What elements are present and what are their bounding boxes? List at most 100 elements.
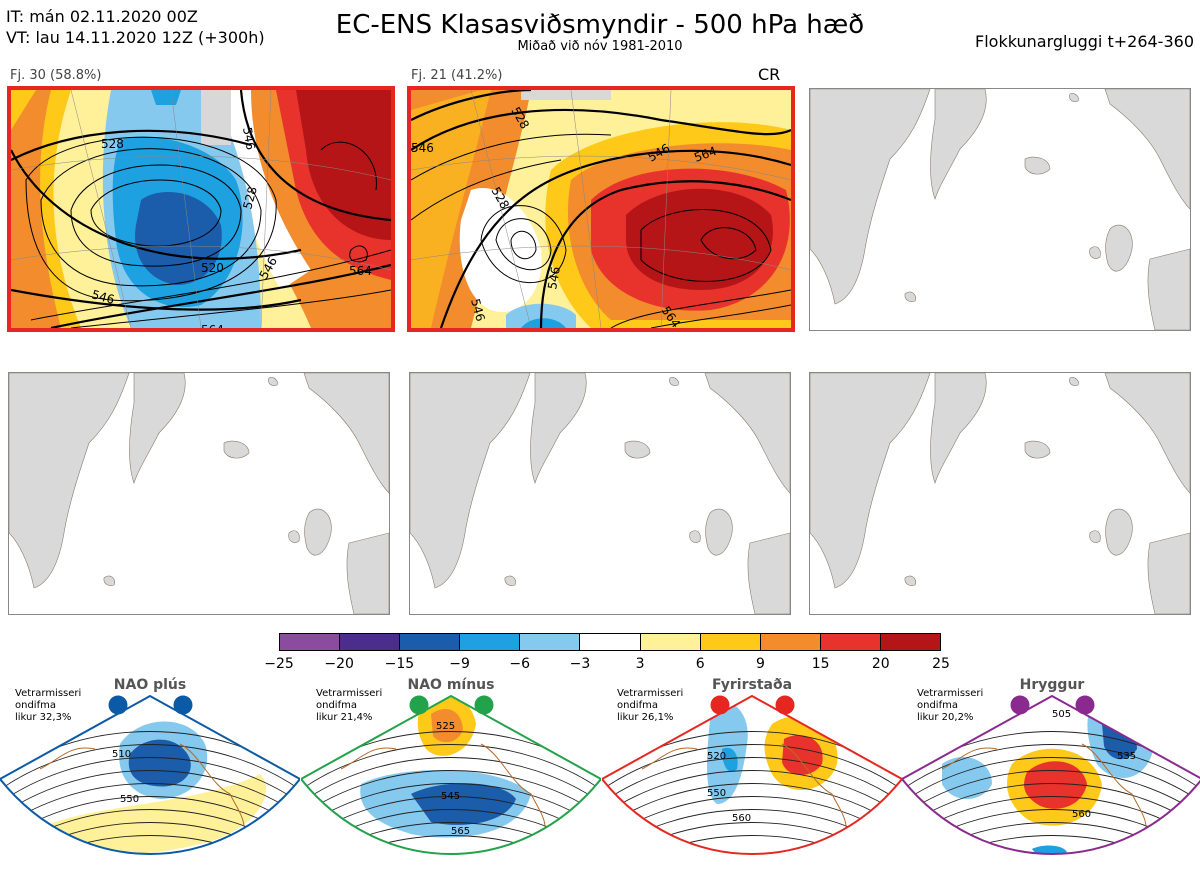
landmass <box>1069 93 1079 102</box>
colorbar-tick-label: −20 <box>324 656 354 672</box>
landmass <box>810 373 931 589</box>
colorbar-swatch <box>880 634 941 650</box>
anomaly-shading <box>128 739 191 787</box>
anomaly-shading <box>411 783 516 825</box>
anomaly-shading <box>782 735 823 776</box>
sector-outline <box>602 694 902 855</box>
contour-label: 546 <box>90 287 116 306</box>
page-title: EC-ENS Klasasviðsmyndir - 500 hPa hæð <box>335 10 865 40</box>
height-contour <box>902 744 1200 798</box>
regime-panel[interactable]: 505 535 560 Hryggur Vetrarmisseri ondifma liku… <box>902 674 1200 871</box>
regime-note: Vetrarmisseri ondifma likur 32,3% <box>15 688 82 723</box>
landmass <box>303 373 389 494</box>
contour-label: 520 <box>201 261 224 275</box>
sector-outline <box>301 694 601 855</box>
regime-panel[interactable]: 510 550 NAO plús Vetrarmisseri ondifma likur … <box>0 674 300 871</box>
run-info: IT: mán 02.11.2020 00Z VT: lau 14.11.202… <box>6 6 265 48</box>
cluster-map-6[interactable] <box>809 372 1191 615</box>
contour-label: 546 <box>545 266 563 291</box>
anomaly-shading <box>722 747 738 772</box>
colorbar-swatch <box>460 634 521 650</box>
landmass <box>1089 530 1101 543</box>
classification-window: Flokkunargluggi t+264-360 <box>975 32 1194 51</box>
height-contour <box>602 757 902 811</box>
height-contour <box>602 835 902 854</box>
height-contour <box>0 835 300 854</box>
landmass <box>1024 440 1051 459</box>
regime-marker-dot <box>1075 695 1095 715</box>
height-contour <box>902 757 1200 811</box>
colorbar-swatch <box>580 634 641 650</box>
landmass <box>304 508 332 556</box>
regime-contour-label: 520 <box>707 751 726 762</box>
anomaly-colorbar <box>279 633 941 651</box>
cluster-map-4[interactable] <box>8 372 390 615</box>
landmass <box>346 532 389 614</box>
regime-contour-label: 560 <box>1072 809 1091 820</box>
landmass <box>530 373 587 484</box>
anomaly-shading <box>431 709 463 743</box>
regime-contour-label: 550 <box>707 788 726 799</box>
colorbar-tick-label: 3 <box>635 656 645 672</box>
colorbar-tick-label: −6 <box>509 656 531 672</box>
landmass <box>1089 246 1101 259</box>
height-contour <box>0 744 300 798</box>
regime-marker-dot <box>710 695 730 715</box>
landmass <box>1147 248 1190 330</box>
landmass <box>9 373 130 589</box>
height-contour <box>301 770 601 824</box>
regime-contour-label: 510 <box>112 749 131 760</box>
landmass <box>1024 156 1051 175</box>
anomaly-shading <box>50 774 267 854</box>
colorbar-tick-label: −25 <box>264 656 294 672</box>
cluster-map-1[interactable]: 528 546 528 546 520 564 546 564 <box>7 86 395 332</box>
regime-panel[interactable]: 520 550 560 Fyrirstaða Vetrarmisseri ondifma l… <box>602 674 902 871</box>
contour-label: 564 <box>201 323 224 328</box>
height-contour <box>301 744 601 798</box>
height-contour <box>0 757 300 811</box>
regime-note: Vetrarmisseri ondifma likur 21,4% <box>316 688 383 723</box>
regime-contour-label: 525 <box>436 721 455 732</box>
colorbar-swatch <box>400 634 461 650</box>
regime-marker-dot <box>173 695 193 715</box>
landmass <box>930 373 987 484</box>
contour-label: 546 <box>411 141 434 155</box>
cluster-1-label: Fj. 30 (58.8%) <box>10 68 102 83</box>
landmass <box>1104 373 1190 494</box>
sector-outline <box>0 694 300 855</box>
landmass <box>1104 89 1190 210</box>
regime-note: Vetrarmisseri ondifma likur 20,2% <box>917 688 984 723</box>
height-contour <box>602 770 902 824</box>
regime-contour-label: 545 <box>441 791 460 802</box>
cluster-map-3[interactable] <box>809 88 1191 331</box>
landmass <box>904 575 916 586</box>
colorbar-swatch <box>340 634 401 650</box>
landmass <box>223 440 250 459</box>
landmass <box>1069 377 1079 386</box>
regime-title: NAO mínus <box>407 677 495 693</box>
height-contour <box>301 757 601 811</box>
contour-label: 528 <box>101 137 124 151</box>
height-contour <box>301 835 601 854</box>
landmass <box>504 575 516 586</box>
landmass <box>624 440 651 459</box>
cluster-2-label: Fj. 21 (41.2%) <box>411 68 503 83</box>
colorbar-swatch <box>760 634 821 650</box>
colorbar-tick-label: −3 <box>569 656 591 672</box>
regime-marker-dot <box>108 695 128 715</box>
colorbar-swatch <box>700 634 761 650</box>
initial-time: IT: mán 02.11.2020 00Z <box>6 7 198 26</box>
height-contour <box>0 770 300 824</box>
valid-time: VT: lau 14.11.2020 12Z (+300h) <box>6 28 265 47</box>
regime-panel[interactable]: 525 545 565 NAO mínus Vetrarmisseri ondifma li… <box>301 674 601 871</box>
cluster-map-5[interactable] <box>409 372 791 615</box>
contour-label: 546 <box>240 126 258 151</box>
height-contour <box>602 744 902 798</box>
regime-contour-label: 535 <box>1117 751 1136 762</box>
cluster-2-regime-code: CR <box>758 65 781 84</box>
regime-contour-label: 550 <box>120 794 139 805</box>
landmass <box>1147 532 1190 614</box>
cluster-map-2[interactable]: 528 546 546 564 528 546 546 564 <box>407 86 795 332</box>
page-subtitle: Miðað við nóv 1981-2010 <box>517 39 683 54</box>
colorbar-tick-label: 15 <box>811 656 830 672</box>
